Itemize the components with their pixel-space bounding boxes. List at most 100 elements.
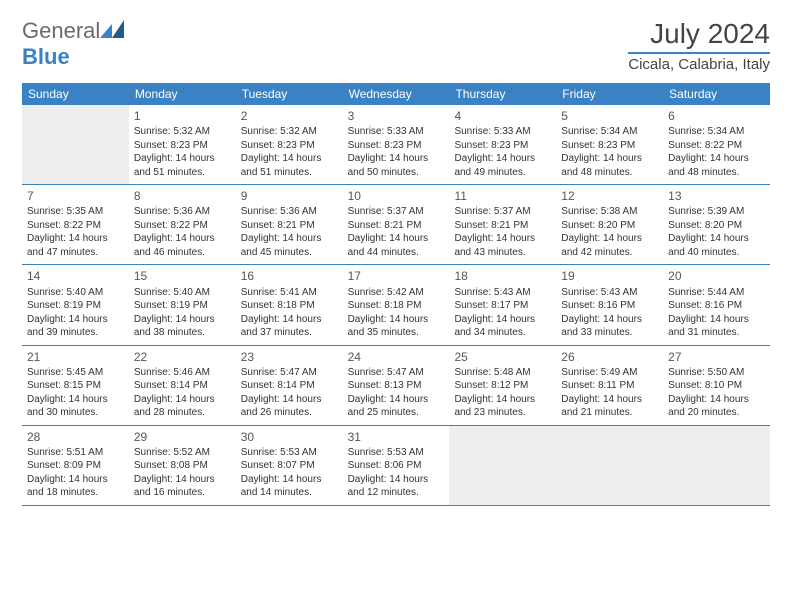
daylight-text: Daylight: 14 hours and 43 minutes. bbox=[454, 232, 551, 259]
calendar-cell: 27Sunrise: 5:50 AMSunset: 8:10 PMDayligh… bbox=[663, 346, 770, 425]
day-number: 17 bbox=[348, 268, 445, 284]
sunrise-text: Sunrise: 5:36 AM bbox=[134, 205, 231, 219]
sunset-text: Sunset: 8:08 PM bbox=[134, 459, 231, 473]
calendar-cell: 8Sunrise: 5:36 AMSunset: 8:22 PMDaylight… bbox=[129, 185, 236, 264]
day-number: 31 bbox=[348, 429, 445, 445]
logo: General Blue bbox=[22, 18, 124, 70]
daylight-text: Daylight: 14 hours and 48 minutes. bbox=[668, 152, 765, 179]
sunset-text: Sunset: 8:15 PM bbox=[27, 379, 124, 393]
sunset-text: Sunset: 8:12 PM bbox=[454, 379, 551, 393]
day-number: 22 bbox=[134, 349, 231, 365]
day-number: 13 bbox=[668, 188, 765, 204]
daylight-text: Daylight: 14 hours and 14 minutes. bbox=[241, 473, 338, 500]
daylight-text: Daylight: 14 hours and 20 minutes. bbox=[668, 393, 765, 420]
calendar: Sunday Monday Tuesday Wednesday Thursday… bbox=[22, 83, 770, 506]
sunset-text: Sunset: 8:21 PM bbox=[348, 219, 445, 233]
calendar-cell: 28Sunrise: 5:51 AMSunset: 8:09 PMDayligh… bbox=[22, 426, 129, 505]
title-block: July 2024 Cicala, Calabria, Italy bbox=[628, 18, 770, 73]
day-number: 4 bbox=[454, 108, 551, 124]
sunrise-text: Sunrise: 5:34 AM bbox=[668, 125, 765, 139]
daylight-text: Daylight: 14 hours and 42 minutes. bbox=[561, 232, 658, 259]
sunrise-text: Sunrise: 5:36 AM bbox=[241, 205, 338, 219]
day-number: 14 bbox=[27, 268, 124, 284]
weekday-header: Monday bbox=[129, 83, 236, 105]
sunset-text: Sunset: 8:18 PM bbox=[241, 299, 338, 313]
calendar-cell: 19Sunrise: 5:43 AMSunset: 8:16 PMDayligh… bbox=[556, 265, 663, 344]
day-number: 7 bbox=[27, 188, 124, 204]
daylight-text: Daylight: 14 hours and 26 minutes. bbox=[241, 393, 338, 420]
sunrise-text: Sunrise: 5:46 AM bbox=[134, 366, 231, 380]
sunrise-text: Sunrise: 5:53 AM bbox=[348, 446, 445, 460]
calendar-cell: 15Sunrise: 5:40 AMSunset: 8:19 PMDayligh… bbox=[129, 265, 236, 344]
sunrise-text: Sunrise: 5:44 AM bbox=[668, 286, 765, 300]
calendar-cell: 23Sunrise: 5:47 AMSunset: 8:14 PMDayligh… bbox=[236, 346, 343, 425]
sunset-text: Sunset: 8:23 PM bbox=[454, 139, 551, 153]
calendar-cell: 7Sunrise: 5:35 AMSunset: 8:22 PMDaylight… bbox=[22, 185, 129, 264]
day-number: 19 bbox=[561, 268, 658, 284]
calendar-row: 1Sunrise: 5:32 AMSunset: 8:23 PMDaylight… bbox=[22, 105, 770, 185]
sunrise-text: Sunrise: 5:42 AM bbox=[348, 286, 445, 300]
day-number: 21 bbox=[27, 349, 124, 365]
calendar-cell: 24Sunrise: 5:47 AMSunset: 8:13 PMDayligh… bbox=[343, 346, 450, 425]
calendar-cell: 12Sunrise: 5:38 AMSunset: 8:20 PMDayligh… bbox=[556, 185, 663, 264]
calendar-cell-empty bbox=[556, 426, 663, 505]
sunrise-text: Sunrise: 5:39 AM bbox=[668, 205, 765, 219]
calendar-cell: 25Sunrise: 5:48 AMSunset: 8:12 PMDayligh… bbox=[449, 346, 556, 425]
weekday-header: Sunday bbox=[22, 83, 129, 105]
day-number: 3 bbox=[348, 108, 445, 124]
weekday-header: Thursday bbox=[449, 83, 556, 105]
daylight-text: Daylight: 14 hours and 47 minutes. bbox=[27, 232, 124, 259]
day-number: 5 bbox=[561, 108, 658, 124]
day-number: 20 bbox=[668, 268, 765, 284]
sunrise-text: Sunrise: 5:43 AM bbox=[561, 286, 658, 300]
sunset-text: Sunset: 8:23 PM bbox=[241, 139, 338, 153]
sunrise-text: Sunrise: 5:45 AM bbox=[27, 366, 124, 380]
sunset-text: Sunset: 8:21 PM bbox=[454, 219, 551, 233]
sunset-text: Sunset: 8:16 PM bbox=[668, 299, 765, 313]
day-number: 12 bbox=[561, 188, 658, 204]
sunrise-text: Sunrise: 5:52 AM bbox=[134, 446, 231, 460]
calendar-cell-empty bbox=[663, 426, 770, 505]
sunrise-text: Sunrise: 5:47 AM bbox=[348, 366, 445, 380]
daylight-text: Daylight: 14 hours and 25 minutes. bbox=[348, 393, 445, 420]
calendar-cell: 30Sunrise: 5:53 AMSunset: 8:07 PMDayligh… bbox=[236, 426, 343, 505]
sunrise-text: Sunrise: 5:40 AM bbox=[134, 286, 231, 300]
sunset-text: Sunset: 8:11 PM bbox=[561, 379, 658, 393]
sunrise-text: Sunrise: 5:37 AM bbox=[454, 205, 551, 219]
sunset-text: Sunset: 8:17 PM bbox=[454, 299, 551, 313]
sunset-text: Sunset: 8:14 PM bbox=[241, 379, 338, 393]
calendar-cell: 5Sunrise: 5:34 AMSunset: 8:23 PMDaylight… bbox=[556, 105, 663, 184]
daylight-text: Daylight: 14 hours and 30 minutes. bbox=[27, 393, 124, 420]
sunrise-text: Sunrise: 5:49 AM bbox=[561, 366, 658, 380]
day-number: 18 bbox=[454, 268, 551, 284]
logo-mark-icon bbox=[100, 18, 124, 36]
sunrise-text: Sunrise: 5:50 AM bbox=[668, 366, 765, 380]
sunset-text: Sunset: 8:20 PM bbox=[668, 219, 765, 233]
day-number: 28 bbox=[27, 429, 124, 445]
calendar-cell: 16Sunrise: 5:41 AMSunset: 8:18 PMDayligh… bbox=[236, 265, 343, 344]
sunset-text: Sunset: 8:13 PM bbox=[348, 379, 445, 393]
daylight-text: Daylight: 14 hours and 49 minutes. bbox=[454, 152, 551, 179]
daylight-text: Daylight: 14 hours and 38 minutes. bbox=[134, 313, 231, 340]
sunset-text: Sunset: 8:14 PM bbox=[134, 379, 231, 393]
daylight-text: Daylight: 14 hours and 37 minutes. bbox=[241, 313, 338, 340]
sunrise-text: Sunrise: 5:38 AM bbox=[561, 205, 658, 219]
sunset-text: Sunset: 8:19 PM bbox=[134, 299, 231, 313]
sunrise-text: Sunrise: 5:47 AM bbox=[241, 366, 338, 380]
calendar-cell-empty bbox=[22, 105, 129, 184]
sunset-text: Sunset: 8:23 PM bbox=[134, 139, 231, 153]
daylight-text: Daylight: 14 hours and 23 minutes. bbox=[454, 393, 551, 420]
daylight-text: Daylight: 14 hours and 48 minutes. bbox=[561, 152, 658, 179]
daylight-text: Daylight: 14 hours and 35 minutes. bbox=[348, 313, 445, 340]
sunset-text: Sunset: 8:23 PM bbox=[561, 139, 658, 153]
calendar-cell: 6Sunrise: 5:34 AMSunset: 8:22 PMDaylight… bbox=[663, 105, 770, 184]
daylight-text: Daylight: 14 hours and 46 minutes. bbox=[134, 232, 231, 259]
calendar-cell: 22Sunrise: 5:46 AMSunset: 8:14 PMDayligh… bbox=[129, 346, 236, 425]
month-title: July 2024 bbox=[628, 18, 770, 50]
logo-text: General Blue bbox=[22, 18, 124, 70]
logo-text-part2: Blue bbox=[22, 44, 70, 69]
calendar-cell: 1Sunrise: 5:32 AMSunset: 8:23 PMDaylight… bbox=[129, 105, 236, 184]
page-header: General Blue July 2024 Cicala, Calabria,… bbox=[22, 18, 770, 73]
day-number: 24 bbox=[348, 349, 445, 365]
weekday-header: Wednesday bbox=[343, 83, 450, 105]
